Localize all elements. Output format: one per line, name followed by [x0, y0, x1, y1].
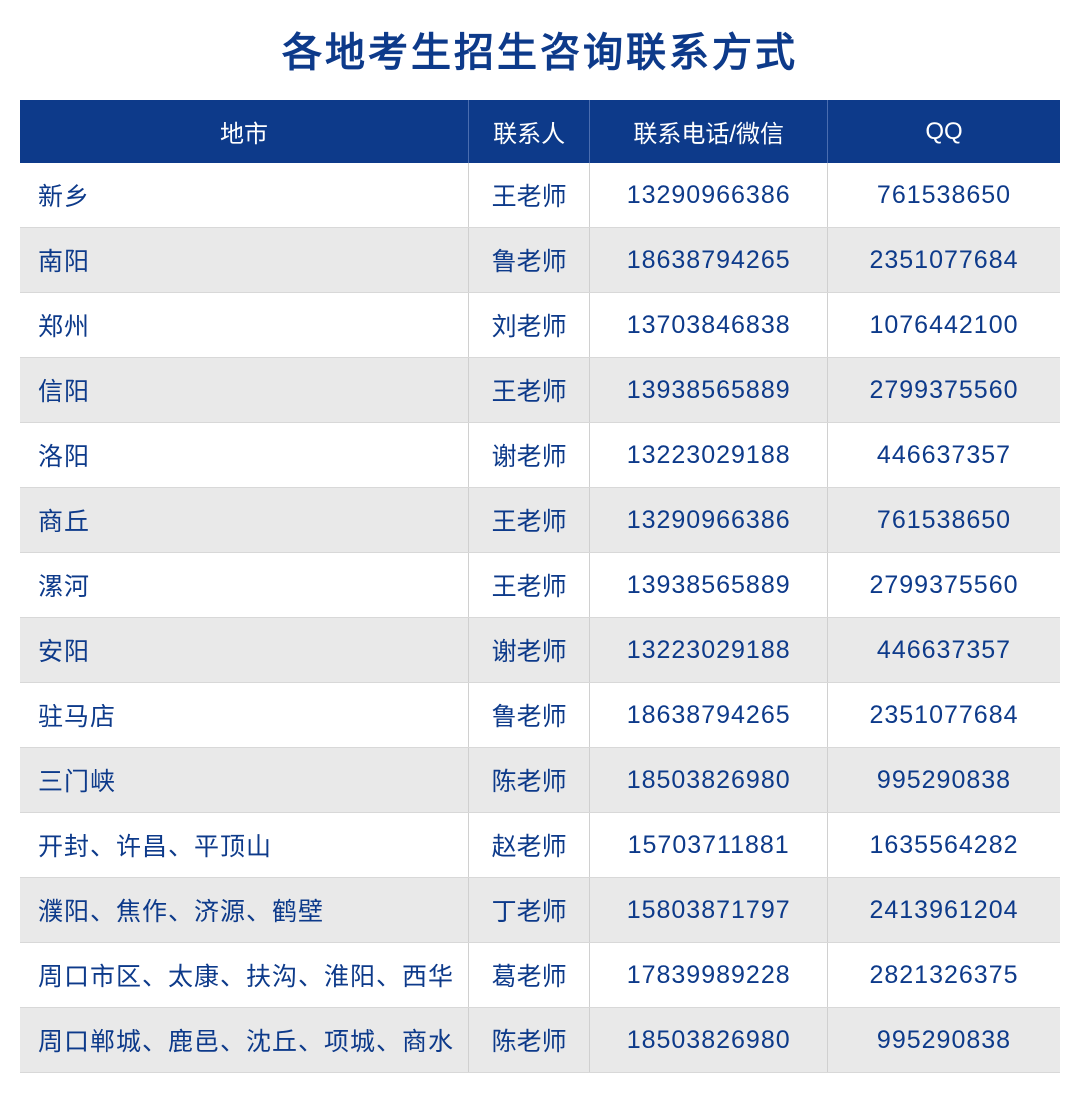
cell-phone: 18638794265 — [590, 683, 828, 748]
col-header-city: 地市 — [20, 100, 469, 163]
cell-city: 洛阳 — [20, 423, 469, 488]
cell-qq: 1635564282 — [827, 813, 1060, 878]
cell-city: 开封、许昌、平顶山 — [20, 813, 469, 878]
table-header-row: 地市 联系人 联系电话/微信 QQ — [20, 100, 1060, 163]
cell-qq: 2351077684 — [827, 228, 1060, 293]
cell-contact: 谢老师 — [469, 423, 590, 488]
cell-phone: 18638794265 — [590, 228, 828, 293]
cell-qq: 2799375560 — [827, 553, 1060, 618]
cell-city: 周口市区、太康、扶沟、淮阳、西华 — [20, 943, 469, 1008]
table-row: 新乡王老师13290966386761538650 — [20, 163, 1060, 228]
cell-qq: 446637357 — [827, 423, 1060, 488]
cell-qq: 761538650 — [827, 163, 1060, 228]
cell-phone: 15703711881 — [590, 813, 828, 878]
cell-city: 漯河 — [20, 553, 469, 618]
cell-contact: 鲁老师 — [469, 228, 590, 293]
cell-qq: 2799375560 — [827, 358, 1060, 423]
cell-phone: 18503826980 — [590, 1008, 828, 1073]
cell-phone: 13290966386 — [590, 163, 828, 228]
cell-phone: 13223029188 — [590, 618, 828, 683]
contacts-table: 地市 联系人 联系电话/微信 QQ 新乡王老师13290966386761538… — [20, 100, 1060, 1073]
table-row: 郑州刘老师137038468381076442100 — [20, 293, 1060, 358]
table-row: 漯河王老师139385658892799375560 — [20, 553, 1060, 618]
cell-qq: 446637357 — [827, 618, 1060, 683]
col-header-contact: 联系人 — [469, 100, 590, 163]
cell-contact: 葛老师 — [469, 943, 590, 1008]
cell-contact: 王老师 — [469, 163, 590, 228]
cell-phone: 18503826980 — [590, 748, 828, 813]
table-row: 周口市区、太康、扶沟、淮阳、西华葛老师178399892282821326375 — [20, 943, 1060, 1008]
cell-phone: 13703846838 — [590, 293, 828, 358]
table-body: 新乡王老师13290966386761538650南阳鲁老师1863879426… — [20, 163, 1060, 1073]
table-row: 周口郸城、鹿邑、沈丘、项城、商水陈老师18503826980995290838 — [20, 1008, 1060, 1073]
table-row: 驻马店鲁老师186387942652351077684 — [20, 683, 1060, 748]
cell-qq: 995290838 — [827, 748, 1060, 813]
table-row: 濮阳、焦作、济源、鹤壁丁老师158038717972413961204 — [20, 878, 1060, 943]
cell-qq: 995290838 — [827, 1008, 1060, 1073]
cell-contact: 赵老师 — [469, 813, 590, 878]
table-row: 三门峡陈老师18503826980995290838 — [20, 748, 1060, 813]
cell-city: 三门峡 — [20, 748, 469, 813]
col-header-qq: QQ — [827, 100, 1060, 163]
cell-city: 驻马店 — [20, 683, 469, 748]
col-header-phone: 联系电话/微信 — [590, 100, 828, 163]
cell-qq: 2351077684 — [827, 683, 1060, 748]
cell-city: 安阳 — [20, 618, 469, 683]
cell-qq: 2821326375 — [827, 943, 1060, 1008]
title-block: 各地考生招生咨询联系方式 — [20, 20, 1060, 78]
cell-contact: 王老师 — [469, 488, 590, 553]
cell-phone: 17839989228 — [590, 943, 828, 1008]
cell-city: 南阳 — [20, 228, 469, 293]
cell-qq: 1076442100 — [827, 293, 1060, 358]
cell-city: 商丘 — [20, 488, 469, 553]
cell-phone: 13223029188 — [590, 423, 828, 488]
cell-phone: 13938565889 — [590, 553, 828, 618]
page-title: 各地考生招生咨询联系方式 — [282, 31, 798, 75]
page-container: 各地考生招生咨询联系方式 地市 联系人 联系电话/微信 QQ 新乡王老师1329… — [0, 0, 1080, 1103]
cell-qq: 2413961204 — [827, 878, 1060, 943]
cell-contact: 陈老师 — [469, 1008, 590, 1073]
table-row: 开封、许昌、平顶山赵老师157037118811635564282 — [20, 813, 1060, 878]
cell-qq: 761538650 — [827, 488, 1060, 553]
cell-city: 濮阳、焦作、济源、鹤壁 — [20, 878, 469, 943]
table-row: 信阳王老师139385658892799375560 — [20, 358, 1060, 423]
table-row: 南阳鲁老师186387942652351077684 — [20, 228, 1060, 293]
cell-city: 新乡 — [20, 163, 469, 228]
cell-contact: 谢老师 — [469, 618, 590, 683]
cell-city: 郑州 — [20, 293, 469, 358]
cell-contact: 刘老师 — [469, 293, 590, 358]
table-row: 商丘王老师13290966386761538650 — [20, 488, 1060, 553]
cell-contact: 丁老师 — [469, 878, 590, 943]
cell-phone: 15803871797 — [590, 878, 828, 943]
cell-phone: 13938565889 — [590, 358, 828, 423]
cell-city: 信阳 — [20, 358, 469, 423]
cell-contact: 王老师 — [469, 553, 590, 618]
cell-city: 周口郸城、鹿邑、沈丘、项城、商水 — [20, 1008, 469, 1073]
cell-phone: 13290966386 — [590, 488, 828, 553]
table-row: 安阳谢老师13223029188446637357 — [20, 618, 1060, 683]
table-row: 洛阳谢老师13223029188446637357 — [20, 423, 1060, 488]
cell-contact: 鲁老师 — [469, 683, 590, 748]
cell-contact: 陈老师 — [469, 748, 590, 813]
cell-contact: 王老师 — [469, 358, 590, 423]
